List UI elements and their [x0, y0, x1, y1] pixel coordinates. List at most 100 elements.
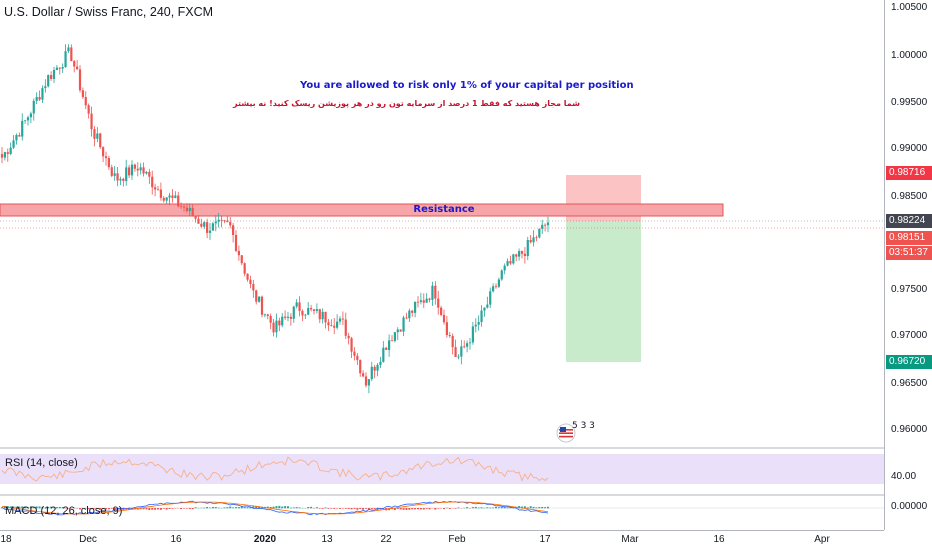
candle-body[interactable] [400, 329, 402, 331]
candle-body[interactable] [131, 165, 133, 176]
candle-body[interactable] [541, 225, 543, 229]
macd-label[interactable]: MACD (12, 26, close, 9) [5, 505, 122, 517]
candle-body[interactable] [492, 286, 494, 291]
candle-body[interactable] [212, 223, 214, 230]
candle-body[interactable] [356, 356, 358, 360]
candle-body[interactable] [105, 156, 107, 158]
candle-body[interactable] [88, 105, 90, 113]
candle-body[interactable] [498, 279, 500, 286]
candle-body[interactable] [379, 362, 381, 365]
candle-body[interactable] [168, 196, 170, 198]
candle-body[interactable] [463, 346, 465, 347]
candle-body[interactable] [457, 357, 459, 358]
candle-body[interactable] [417, 302, 419, 303]
candle-body[interactable] [209, 231, 211, 233]
candle-body[interactable] [330, 325, 332, 326]
candle-body[interactable] [218, 220, 220, 222]
candle-body[interactable] [151, 177, 153, 188]
candle-body[interactable] [47, 75, 49, 86]
candle-body[interactable] [304, 315, 306, 316]
candle-body[interactable] [298, 302, 300, 311]
candle-body[interactable] [108, 158, 110, 167]
candle-body[interactable] [264, 314, 266, 315]
candle-body[interactable] [365, 376, 367, 385]
candle-body[interactable] [501, 270, 503, 279]
candle-body[interactable] [12, 140, 14, 147]
candle-body[interactable] [480, 311, 482, 322]
candle-body[interactable] [1, 154, 3, 158]
candle-body[interactable] [203, 222, 205, 227]
candle-body[interactable] [440, 308, 442, 315]
candle-body[interactable] [194, 216, 196, 219]
candle-body[interactable] [382, 348, 384, 362]
candle-body[interactable] [140, 167, 142, 170]
candle-body[interactable] [278, 321, 280, 326]
candle-body[interactable] [154, 187, 156, 189]
candle-body[interactable] [512, 254, 514, 263]
time-axis[interactable]: 18 Dec 16 2020 13 22 Feb 17 Mar 16 Apr [0, 530, 884, 551]
candle-body[interactable] [345, 320, 347, 336]
candle-body[interactable] [342, 319, 344, 320]
candle-body[interactable] [38, 97, 40, 100]
candle-body[interactable] [252, 284, 254, 290]
candle-body[interactable] [420, 300, 422, 302]
candle-body[interactable] [310, 308, 312, 309]
candle-body[interactable] [33, 101, 35, 114]
candle-body[interactable] [374, 367, 376, 371]
candle-body[interactable] [114, 173, 116, 176]
candle-body[interactable] [316, 309, 318, 311]
candle-body[interactable] [385, 348, 387, 350]
candle-body[interactable] [426, 299, 428, 303]
candle-body[interactable] [171, 196, 173, 198]
candle-body[interactable] [437, 299, 439, 308]
candle-body[interactable] [322, 312, 324, 319]
candle-body[interactable] [495, 286, 497, 287]
candle-body[interactable] [504, 266, 506, 271]
candle-body[interactable] [30, 113, 32, 117]
candle-body[interactable] [267, 314, 269, 316]
candle-body[interactable] [478, 322, 480, 325]
candle-body[interactable] [368, 379, 370, 385]
candle-body[interactable] [90, 114, 92, 130]
candle-body[interactable] [200, 224, 202, 227]
candle-body[interactable] [56, 68, 58, 70]
candle-body[interactable] [177, 195, 179, 206]
candle-body[interactable] [163, 198, 165, 201]
candle-body[interactable] [434, 286, 436, 299]
candle-body[interactable] [244, 263, 246, 273]
chart-title[interactable]: U.S. Dollar / Swiss Franc, 240, FXCM [4, 5, 213, 19]
candle-body[interactable] [532, 237, 534, 242]
resistance-zone[interactable] [0, 204, 723, 216]
candle-body[interactable] [261, 297, 263, 315]
candle-body[interactable] [62, 67, 64, 69]
candle-body[interactable] [255, 290, 257, 301]
flag-badge[interactable]: 5 3 3 [556, 423, 594, 443]
candle-body[interactable] [79, 69, 81, 90]
candle-body[interactable] [64, 51, 66, 67]
candle-body[interactable] [301, 311, 303, 315]
candle-body[interactable] [402, 318, 404, 332]
candle-body[interactable] [73, 61, 75, 66]
candle-body[interactable] [27, 117, 29, 120]
candle-body[interactable] [313, 309, 315, 311]
candle-body[interactable] [391, 340, 393, 341]
candle-body[interactable] [148, 172, 150, 177]
candle-body[interactable] [192, 208, 194, 216]
candle-body[interactable] [99, 133, 101, 147]
candle-body[interactable] [76, 67, 78, 70]
candle-body[interactable] [293, 307, 295, 319]
candle-body[interactable] [431, 286, 433, 300]
candle-body[interactable] [538, 229, 540, 238]
candle-body[interactable] [423, 300, 425, 302]
candle-body[interactable] [157, 189, 159, 190]
candle-body[interactable] [125, 167, 127, 181]
candle-body[interactable] [414, 302, 416, 313]
candle-body[interactable] [10, 148, 12, 154]
candle-body[interactable] [452, 336, 454, 347]
candle-body[interactable] [362, 373, 364, 376]
candle-body[interactable] [307, 308, 309, 315]
candle-body[interactable] [50, 75, 52, 79]
candle-body[interactable] [405, 318, 407, 319]
candle-body[interactable] [93, 129, 95, 139]
candle-body[interactable] [394, 332, 396, 341]
